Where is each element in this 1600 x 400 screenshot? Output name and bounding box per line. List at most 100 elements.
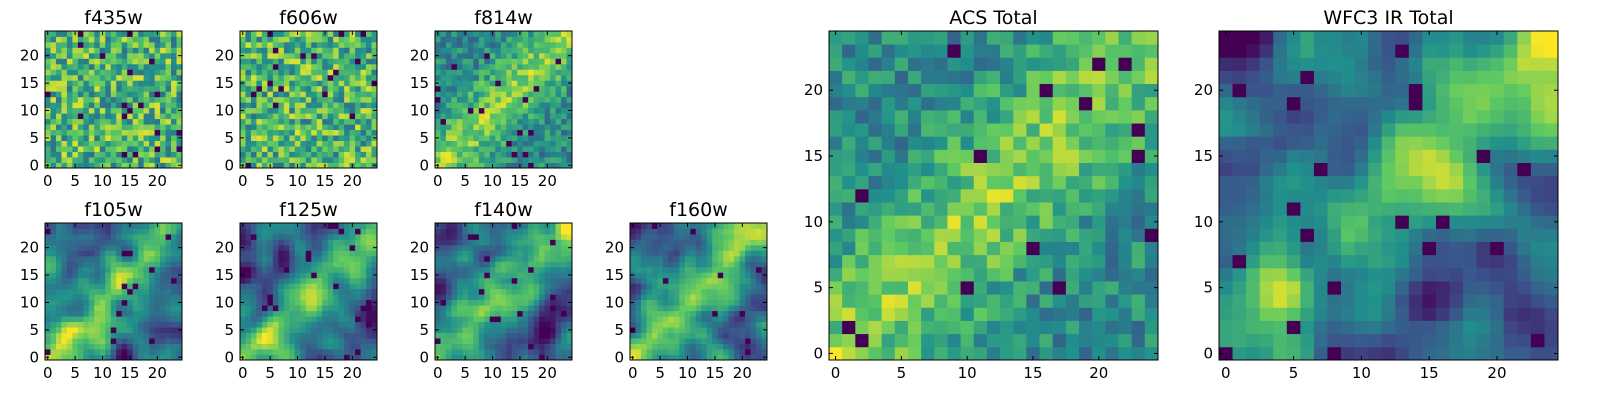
heatmap-cell <box>316 316 323 323</box>
heatmap-cell <box>132 63 139 70</box>
heatmap-cell <box>717 250 724 257</box>
heatmap-cell <box>256 151 263 158</box>
heatmap-cell <box>511 102 518 109</box>
heatmap-cell <box>440 310 447 317</box>
heatmap-cell <box>300 299 307 306</box>
heatmap-cell <box>176 41 183 48</box>
heatmap-cell <box>55 69 62 76</box>
heatmap-cell <box>555 316 562 323</box>
heatmap-cell <box>256 288 263 295</box>
heatmap-cell <box>440 96 447 103</box>
heatmap-cell <box>289 146 296 152</box>
heatmap-cell <box>165 140 172 147</box>
heatmap-cell <box>668 255 675 262</box>
heatmap-cell <box>528 74 535 81</box>
heatmap-cell <box>171 58 177 65</box>
heatmap-cell <box>149 74 155 81</box>
heatmap-cell <box>734 316 740 323</box>
heatmap-cell <box>717 305 724 312</box>
heatmap-cell <box>986 215 1001 229</box>
heatmap-cell <box>338 124 345 131</box>
heatmap-cell <box>467 228 474 235</box>
heatmap-cell <box>272 255 279 262</box>
heatmap-cell <box>506 91 513 98</box>
heatmap-cell <box>695 239 702 246</box>
heatmap-cell <box>646 272 653 279</box>
heatmap-cell <box>440 47 447 54</box>
heatmap-cell <box>473 338 480 344</box>
heatmap-cell <box>171 250 177 257</box>
heatmap-cell <box>50 223 57 229</box>
heatmap-cell <box>165 129 172 136</box>
heatmap-cell <box>322 316 329 323</box>
heatmap-cell <box>127 343 134 350</box>
heatmap-cell <box>451 354 458 361</box>
heatmap-cell <box>278 85 285 92</box>
heatmap-cell <box>679 310 686 317</box>
heatmap-cell <box>456 41 463 48</box>
heatmap-cell <box>528 338 535 344</box>
heatmap-cell <box>149 277 155 284</box>
y-tick-label: 20 <box>605 239 624 257</box>
heatmap-cell <box>371 266 378 273</box>
heatmap-cell <box>121 135 128 141</box>
heatmap-cell <box>561 47 567 54</box>
heatmap-cell <box>261 288 268 295</box>
heatmap-cell <box>511 332 518 339</box>
heatmap-cell <box>517 261 524 268</box>
heatmap-cell <box>690 255 697 262</box>
heatmap-cell <box>467 151 474 158</box>
heatmap-cell <box>116 244 123 251</box>
heatmap-cell <box>116 80 123 87</box>
heatmap-cell <box>371 129 378 136</box>
heatmap-cell <box>739 261 746 268</box>
heatmap-cell <box>311 283 318 290</box>
heatmap-cell <box>327 36 334 43</box>
y-tick-label: 10 <box>20 293 39 311</box>
heatmap-cell <box>495 113 502 120</box>
heatmap-cell <box>149 332 155 339</box>
heatmap-cell <box>550 327 556 333</box>
heatmap-cell <box>550 69 556 76</box>
heatmap-cell <box>440 140 447 147</box>
heatmap-cell <box>267 266 274 273</box>
heatmap-cell <box>1013 294 1027 308</box>
heatmap-cell <box>651 283 658 290</box>
heatmap-cell <box>116 305 123 312</box>
heatmap-cell <box>355 239 361 246</box>
heatmap-cell <box>61 305 68 312</box>
heatmap-cell <box>138 310 145 317</box>
heatmap-cell <box>165 250 172 257</box>
heatmap-cell <box>110 250 117 257</box>
heatmap-cell <box>630 266 636 273</box>
heatmap-cell <box>344 85 350 92</box>
heatmap-cell <box>478 283 485 290</box>
heatmap-cell <box>245 310 252 317</box>
heatmap-cell <box>165 74 172 81</box>
heatmap-cell <box>517 140 524 147</box>
heatmap-cell <box>855 294 869 308</box>
heatmap-cell <box>176 223 183 229</box>
y-tick-label: 0 <box>224 348 234 366</box>
heatmap-cell <box>445 343 452 350</box>
heatmap-cell <box>143 69 150 76</box>
heatmap-cell <box>462 228 469 235</box>
heatmap-cell <box>539 305 545 312</box>
heatmap-cell <box>138 261 145 268</box>
heatmap-cell <box>440 228 447 235</box>
heatmap-cell <box>1026 228 1040 242</box>
heatmap-cell <box>245 305 252 312</box>
heatmap-cell <box>360 113 367 120</box>
heatmap-cell <box>127 69 134 76</box>
heatmap-cell <box>712 255 719 262</box>
heatmap-cell <box>947 254 961 269</box>
heatmap-cell <box>289 288 296 295</box>
heatmap-cell <box>907 307 922 321</box>
heatmap-cell <box>550 58 556 65</box>
heatmap-cell <box>305 58 312 65</box>
heatmap-cell <box>561 255 567 262</box>
heatmap-cell <box>55 343 62 350</box>
heatmap-cell <box>701 321 708 328</box>
heatmap-cell <box>305 80 312 87</box>
heatmap-cell <box>355 157 361 163</box>
